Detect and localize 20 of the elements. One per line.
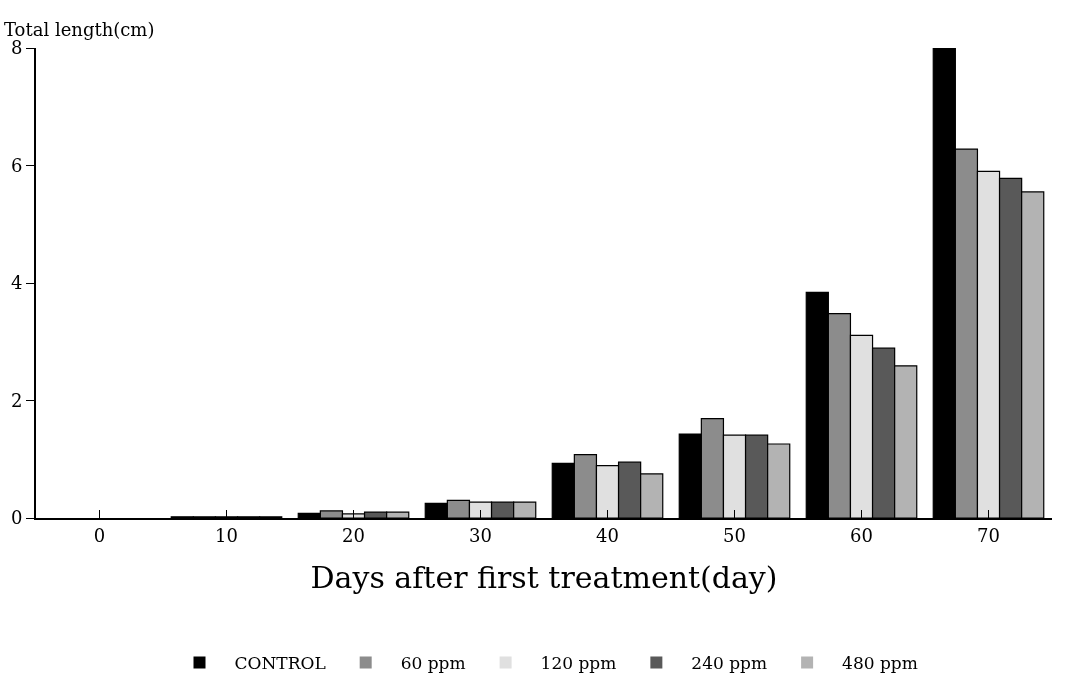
x-tick-label: 30 [469, 524, 492, 546]
x-axis-title: Days after first treatment(day) [310, 559, 778, 595]
legend-label: 240 ppm [691, 653, 768, 674]
legend-label: CONTROL [234, 653, 326, 674]
x-tick-label: 50 [723, 524, 746, 546]
y-tick-label: 0 [10, 507, 23, 529]
x-tick-label: 70 [977, 524, 1000, 546]
x-tick-label: 60 [850, 524, 873, 546]
y-axis-title: Total length(cm) [4, 19, 155, 40]
x-tick-label: 0 [93, 524, 106, 546]
y-tick-label: 4 [10, 272, 23, 294]
y-tick-label: 2 [10, 389, 23, 411]
x-tick-label: 40 [596, 524, 619, 546]
legend-label: 60 ppm [400, 653, 466, 674]
y-tick-label: 8 [10, 37, 23, 59]
y-tick-label: 6 [10, 154, 23, 176]
x-tick-label: 20 [342, 524, 365, 546]
legend-label: 120 ppm [540, 653, 617, 674]
legend-label: 480 ppm [842, 653, 918, 674]
x-tick-label: 10 [215, 524, 238, 546]
